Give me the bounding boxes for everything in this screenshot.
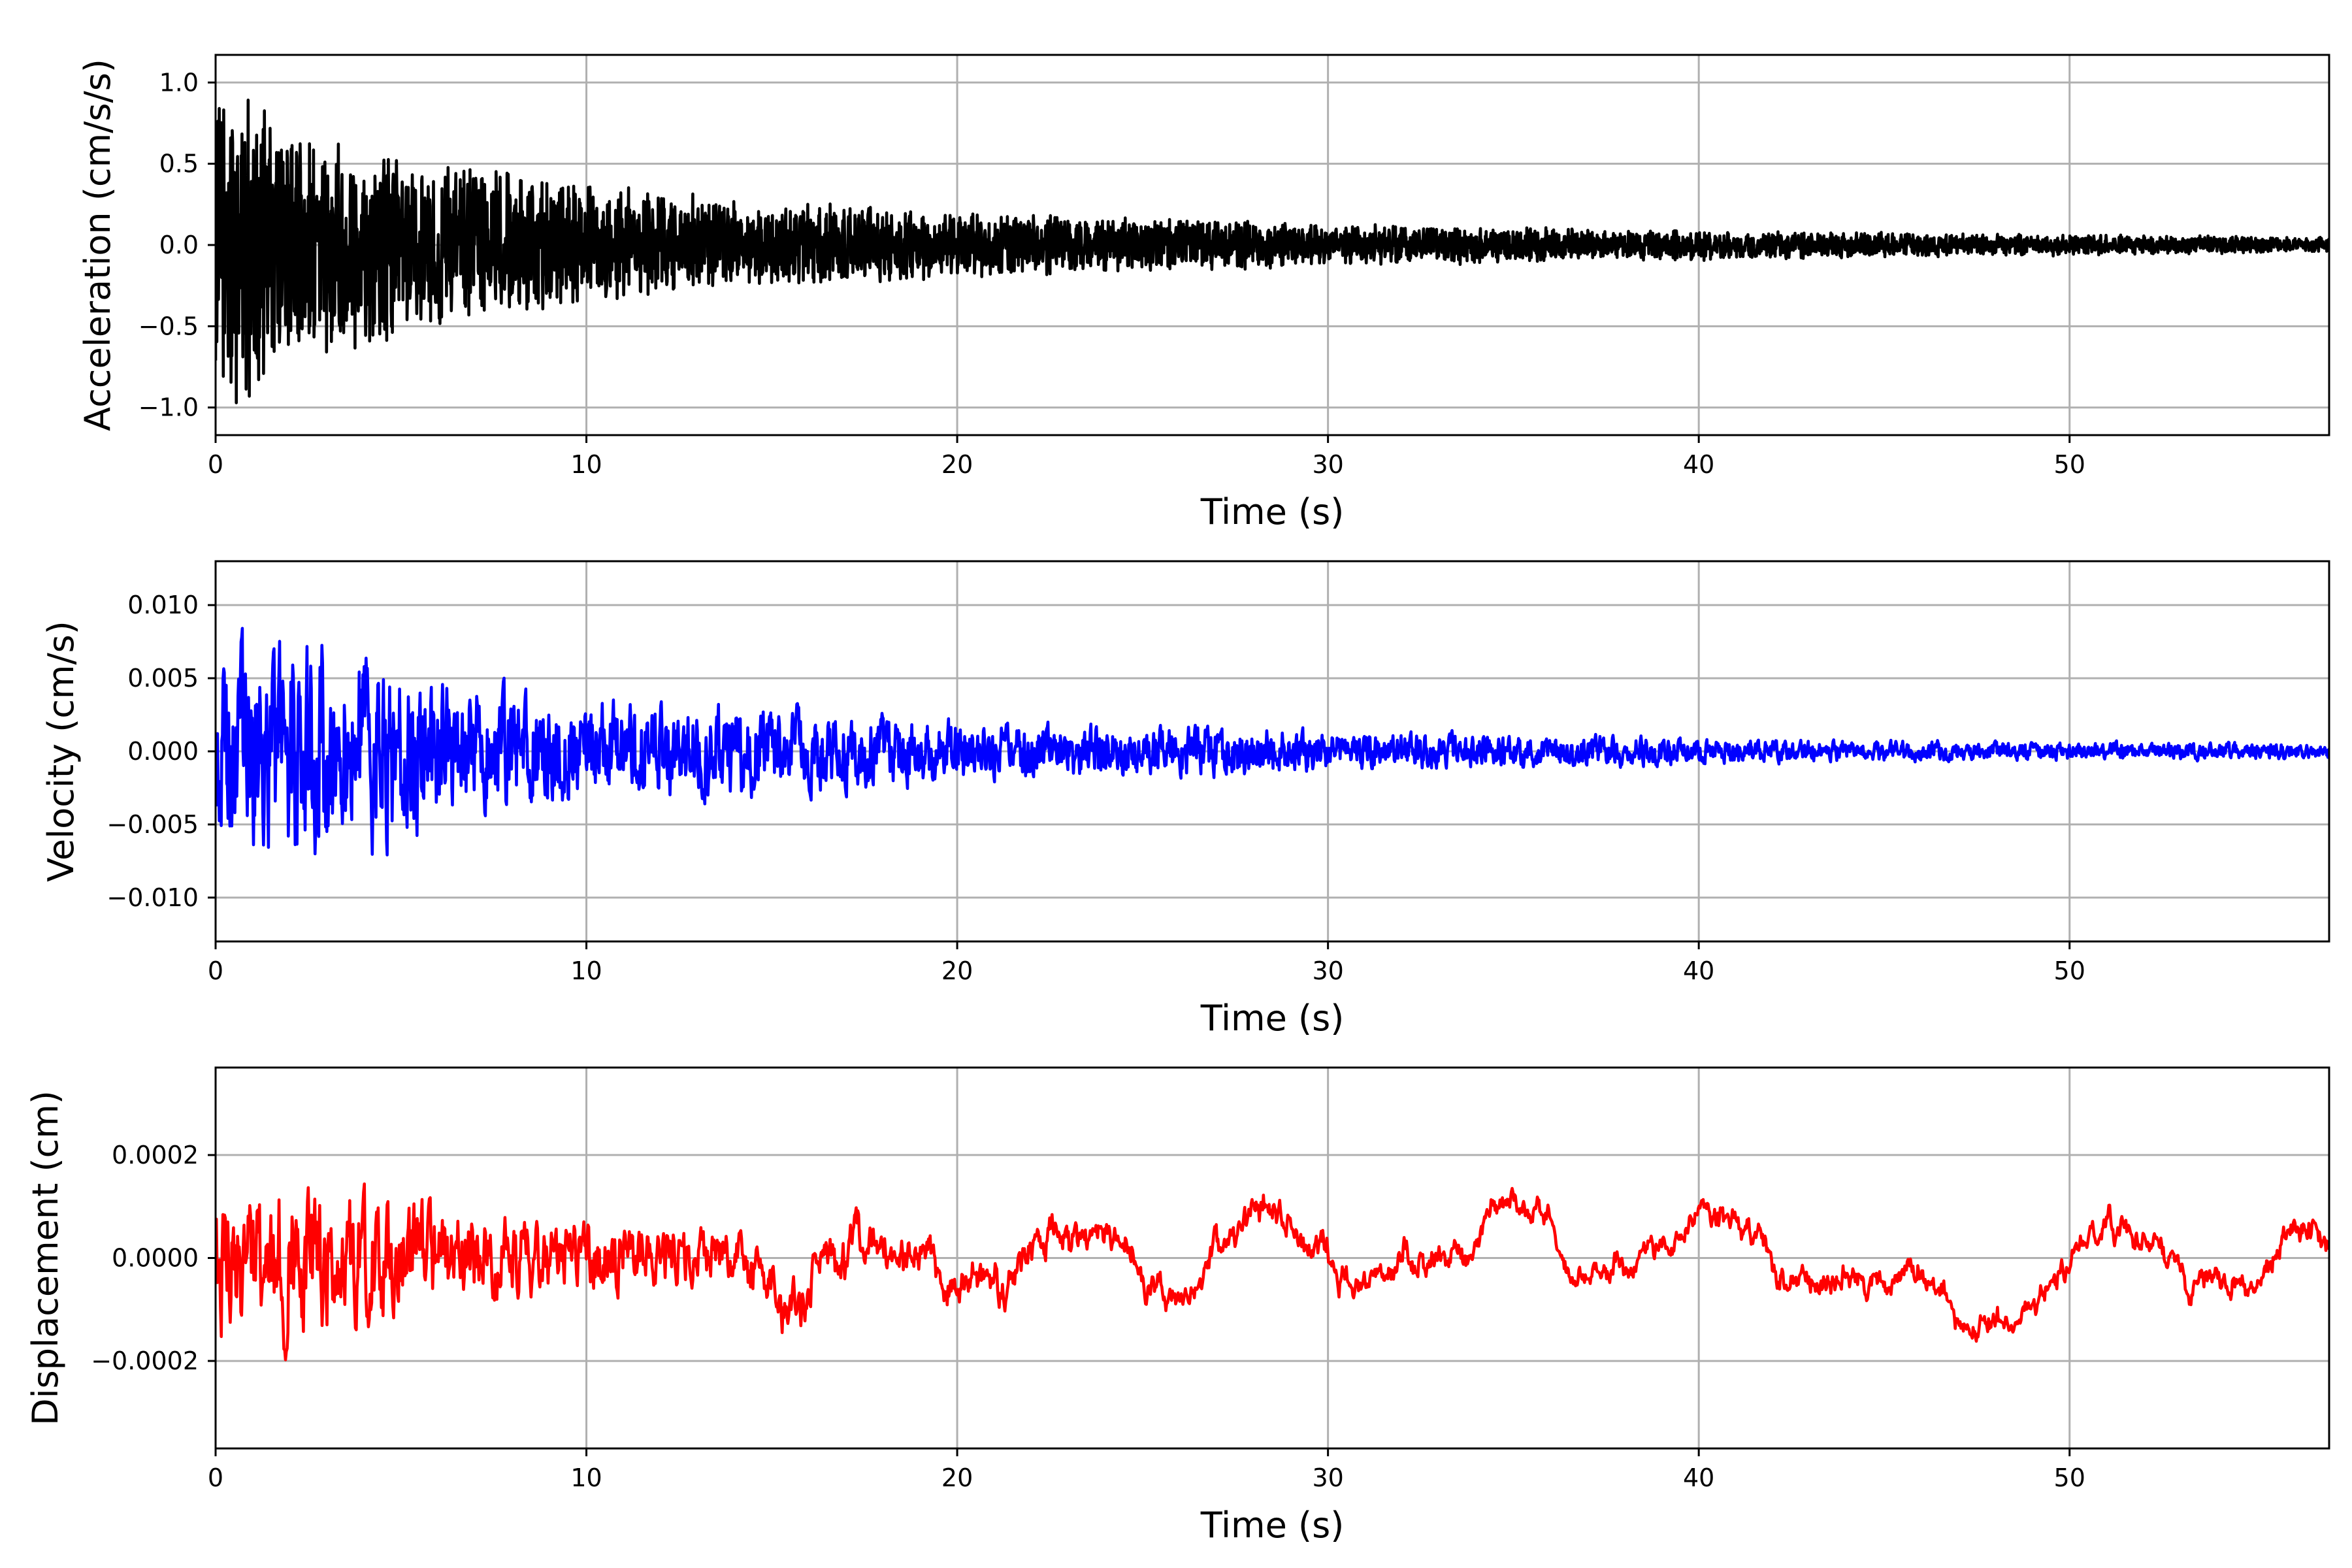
displacement-x-tick-label: 0 [208, 1463, 223, 1492]
acceleration-y-tick-label: 1.0 [159, 68, 199, 97]
velocity-x-tick-label: 0 [208, 956, 223, 985]
acceleration-x-tick-label: 30 [1312, 450, 1343, 479]
displacement-trace [216, 1182, 2329, 1362]
displacement-y-axis-label: Displacement (cm) [25, 1090, 66, 1426]
velocity-y-tick-label: 0.005 [127, 664, 199, 693]
acceleration-panel: 0 10 20 30 40 50 −1.0 −0.5 0.0 0.5 1.0 Time (s) Acce… [77, 54, 2330, 532]
acceleration-x-tick-label: 40 [1683, 450, 1714, 479]
displacement-y-tick-label: 0.0000 [112, 1244, 199, 1273]
acceleration-y-tick-label: 0.5 [159, 150, 199, 178]
displacement-x-tick-label: 20 [941, 1463, 973, 1492]
velocity-y-axis-label: Velocity (cm/s) [41, 621, 82, 882]
displacement-x-tick-label: 50 [2054, 1463, 2085, 1492]
acceleration-x-tick-label: 0 [208, 450, 223, 479]
acceleration-x-axis-label: Time (s) [1200, 491, 1345, 532]
velocity-panel: 0 10 20 30 40 50 −0.010 −0.005 0.000 0.005 0.010 Ti… [41, 560, 2330, 1039]
velocity-x-tick-label: 30 [1312, 956, 1343, 985]
acceleration-x-tick-label: 50 [2054, 450, 2085, 479]
displacement-x-tick-label: 40 [1683, 1463, 1714, 1492]
displacement-y-tick-label: 0.0002 [112, 1141, 199, 1169]
acceleration-y-tick-label: 0.0 [159, 231, 199, 259]
displacement-x-tick-label: 10 [570, 1463, 602, 1492]
acceleration-y-tick-label: −1.0 [139, 393, 199, 422]
velocity-x-tick-label: 10 [570, 956, 602, 985]
velocity-y-tick-label: 0.000 [127, 737, 199, 766]
acceleration-x-tick-label: 10 [570, 450, 602, 479]
velocity-y-tick-label: 0.010 [127, 591, 199, 619]
velocity-trace [216, 627, 2329, 857]
velocity-x-tick-label: 50 [2054, 956, 2085, 985]
displacement-panel: 0 10 20 30 40 50 −0.0002 0.0000 0.0002 Time (s) Di… [25, 1066, 2330, 1546]
velocity-x-tick-label: 40 [1683, 956, 1714, 985]
displacement-x-tick-label: 30 [1312, 1463, 1343, 1492]
acceleration-x-tick-label: 20 [941, 450, 973, 479]
acceleration-y-axis-label: Acceleration (cm/s/s) [77, 59, 118, 431]
velocity-y-tick-label: −0.005 [106, 810, 199, 839]
velocity-x-tick-label: 20 [941, 956, 973, 985]
displacement-x-axis-label: Time (s) [1200, 1505, 1345, 1546]
velocity-x-axis-label: Time (s) [1200, 998, 1345, 1039]
displacement-y-tick-label: −0.0002 [91, 1347, 199, 1375]
velocity-y-tick-label: −0.010 [106, 883, 199, 912]
acceleration-y-tick-label: −0.5 [139, 312, 199, 340]
acceleration-trace [216, 98, 2329, 404]
